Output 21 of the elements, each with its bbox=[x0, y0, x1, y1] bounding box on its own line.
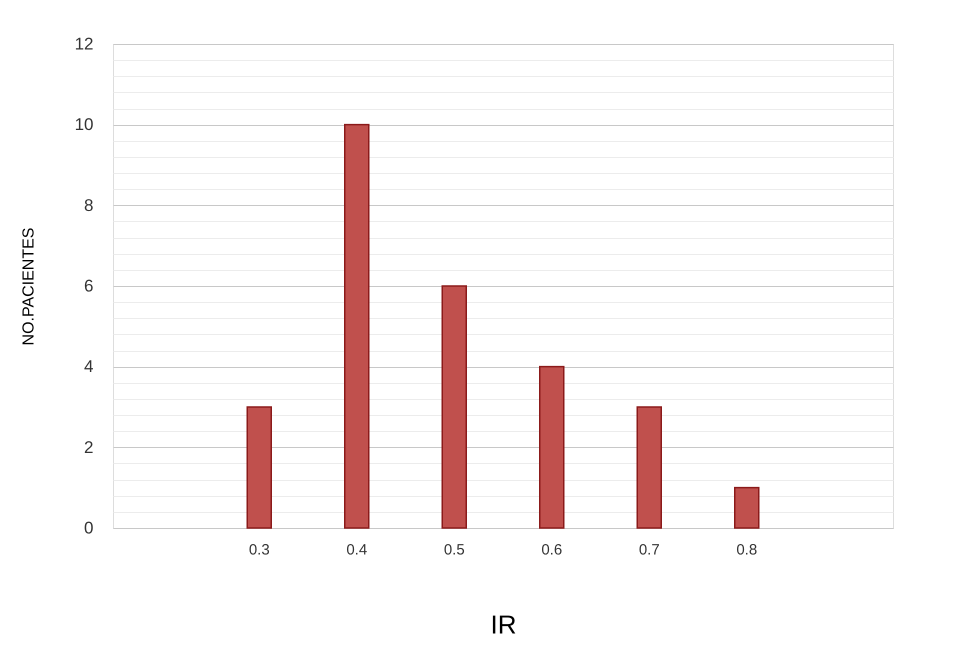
x-tick-label: 0.6 bbox=[541, 542, 562, 558]
y-tick-label: 12 bbox=[74, 34, 94, 54]
x-axis-title: IR bbox=[490, 610, 516, 640]
y-tick-label: 0 bbox=[84, 518, 94, 538]
bar bbox=[734, 486, 760, 529]
x-tick-label: 0.7 bbox=[638, 542, 660, 558]
bar bbox=[442, 285, 467, 529]
x-tick-label: 0.3 bbox=[248, 542, 270, 558]
y-tick-label: 6 bbox=[84, 276, 94, 296]
y-tick-label: 2 bbox=[84, 438, 94, 457]
x-tick-label: 0.8 bbox=[736, 542, 758, 558]
x-tick-label: 0.5 bbox=[444, 542, 465, 558]
y-axis-title: NO.PACIENTES bbox=[20, 228, 38, 346]
bar bbox=[246, 406, 272, 529]
bar bbox=[344, 124, 370, 529]
y-tick-label: 4 bbox=[84, 357, 94, 376]
bar bbox=[636, 406, 662, 529]
x-tick-label: 0.4 bbox=[346, 542, 368, 558]
y-tick-label: 8 bbox=[84, 196, 94, 215]
y-tick-label: 10 bbox=[74, 115, 94, 134]
bar bbox=[539, 366, 564, 529]
